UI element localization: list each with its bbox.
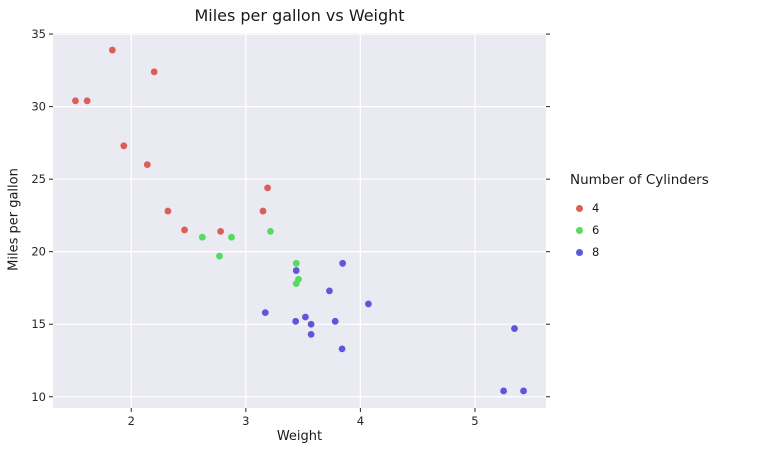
legend-item-label: 8 xyxy=(592,245,600,259)
data-point xyxy=(228,233,235,241)
plot-panel xyxy=(53,33,546,408)
data-point xyxy=(259,207,267,215)
data-point xyxy=(164,207,172,215)
data-point xyxy=(295,275,302,283)
data-point xyxy=(326,287,333,295)
x-axis-label: Weight xyxy=(276,429,323,444)
legend-item-label: 6 xyxy=(592,223,600,237)
tick-label: 3 xyxy=(242,414,249,428)
data-point xyxy=(302,313,309,321)
tick-label: 5 xyxy=(471,414,478,428)
legend-item: 4 xyxy=(570,197,709,219)
tick-label: 15 xyxy=(31,317,46,331)
data-point xyxy=(267,227,274,235)
legend-swatch-dot xyxy=(576,226,583,234)
y-axis-label: Miles per gallon xyxy=(6,168,22,271)
data-point xyxy=(143,161,151,169)
tick-label: 35 xyxy=(31,27,46,41)
legend-item: 8 xyxy=(570,241,709,263)
tick-label: 20 xyxy=(31,245,46,259)
data-point xyxy=(511,325,518,332)
data-point xyxy=(338,345,346,353)
data-point xyxy=(264,184,271,192)
legend-swatch-dot xyxy=(576,204,583,212)
data-point xyxy=(261,309,269,317)
legend-title: Number of Cylinders xyxy=(570,172,709,188)
data-point xyxy=(331,317,339,325)
data-point xyxy=(307,320,315,328)
tick-label: 10 xyxy=(31,390,46,404)
data-point xyxy=(292,259,300,267)
tick-label: 30 xyxy=(31,100,46,114)
data-point xyxy=(150,68,158,76)
data-point xyxy=(500,387,508,395)
data-point xyxy=(216,252,223,260)
legend-swatch-dot xyxy=(576,248,583,256)
data-point xyxy=(120,142,128,150)
tick-label: 4 xyxy=(357,414,364,428)
legend: Number of Cylinders 4 6 8 xyxy=(570,172,709,263)
tick-label: 2 xyxy=(128,414,135,428)
data-point xyxy=(108,46,116,54)
data-point xyxy=(217,227,225,235)
tick-label: 25 xyxy=(31,172,46,186)
data-point xyxy=(72,97,79,105)
data-point xyxy=(292,317,300,325)
data-point xyxy=(83,97,91,105)
data-point xyxy=(307,330,315,338)
data-point xyxy=(181,226,188,234)
data-point xyxy=(198,233,206,241)
data-point xyxy=(520,387,527,395)
chart-title: Miles per gallon vs Weight xyxy=(194,6,405,25)
data-point xyxy=(365,300,372,308)
data-point xyxy=(292,267,300,274)
data-point xyxy=(339,259,347,267)
legend-item-label: 4 xyxy=(592,201,600,215)
legend-item: 6 xyxy=(570,219,709,241)
